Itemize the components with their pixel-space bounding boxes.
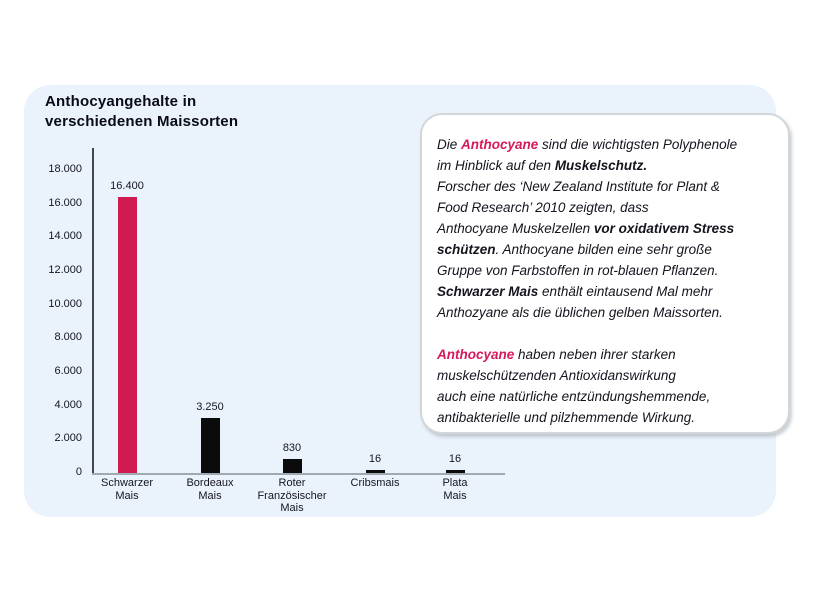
infobox-text-line: Die Anthocyane sind die wichtigsten Poly… [437, 134, 774, 155]
infobox-paragraph: Anthocyane haben neben ihrer starken musk… [437, 344, 774, 428]
y-tick-label: 18.000 [48, 163, 82, 175]
infobox-text-line: muskelschützenden Antioxidanswirkung [437, 365, 774, 386]
text-segment: Anthozyane als die üblichen gelben Maiss… [437, 305, 723, 320]
bar-category-label: Schwarzer Mais [101, 477, 153, 502]
text-segment: Forscher des ‘New Zealand Institute for … [437, 179, 720, 194]
bar-category-label: Bordeaux Mais [186, 477, 234, 502]
bar [282, 459, 302, 473]
infobox-text-line: Schwarzer Mais enthält eintausend Mal me… [437, 281, 774, 302]
infobox: Die Anthocyane sind die wichtigsten Poly… [420, 113, 790, 434]
infobox-text-line: Food Research’ 2010 zeigten, dass [437, 197, 774, 218]
infobox-text-line: Anthocyane Muskelzellen vor oxidativem S… [437, 218, 774, 239]
text-segment: Anthocyane Muskelzellen [437, 221, 594, 236]
y-tick-label: 0 [75, 466, 82, 478]
highlighted-term: Anthocyane [461, 137, 539, 152]
text-segment: sind die wichtigsten Polyphenole [538, 137, 738, 152]
infobox-text-line: im Hinblick auf den Muskelschutz. [437, 155, 774, 176]
text-segment: Gruppe von Farbstoffen in rot-blauen Pfl… [437, 263, 719, 278]
highlighted-term: Anthocyane [437, 347, 515, 362]
chart-title: Anthocyangehalte in verschiedenen Maisso… [45, 92, 305, 132]
infobox-text-line: Gruppe von Farbstoffen in rot-blauen Pfl… [437, 260, 774, 281]
text-segment: Food Research’ 2010 zeigten, dass [437, 200, 649, 215]
x-axis-line [92, 473, 505, 475]
text-segment: auch eine natürliche entzündungshemmende… [437, 389, 711, 404]
text-segment: schützen [437, 242, 496, 257]
text-segment: . Anthocyane bilden eine sehr große [495, 242, 712, 257]
bar-category-label: Roter Französischer Mais [257, 477, 327, 514]
infobox-text-line: Forscher des ‘New Zealand Institute for … [437, 176, 774, 197]
infobox-text-line: Anthozyane als die üblichen gelben Maiss… [437, 302, 774, 323]
bar-category-label: Plata Mais [442, 477, 468, 502]
y-tick-label: 8.000 [54, 331, 82, 344]
bar [117, 196, 137, 473]
text-segment: antibakterielle und pilzhemmende Wirkung… [437, 410, 696, 425]
infobox-text-line: schützen. Anthocyane bilden eine sehr gr… [437, 239, 774, 260]
y-tick-label: 14.000 [48, 230, 82, 243]
bar-value-label: 16 [368, 453, 382, 465]
bar-value-label: 830 [282, 442, 302, 455]
infobox-text-line: Anthocyane haben neben ihrer starken [437, 344, 774, 365]
infobox-text-line: antibakterielle und pilzhemmende Wirkung… [437, 407, 774, 428]
text-segment: haben neben ihrer starken [514, 347, 676, 362]
text-segment: muskelschützenden Antioxidanswirkung [437, 368, 676, 383]
bar [365, 470, 385, 473]
text-segment: im Hinblick auf den [437, 158, 555, 173]
infobox-text-line: auch eine natürliche entzündungshemmende… [437, 386, 774, 407]
y-tick-label: 16.000 [48, 196, 82, 209]
y-axis-line [92, 148, 94, 474]
bar [445, 470, 465, 473]
y-tick-label: 10.000 [48, 297, 82, 310]
bar-value-label: 16 [448, 453, 462, 465]
bar-value-label: 3.250 [196, 401, 224, 414]
infobox-paragraph: Die Anthocyane sind die wichtigsten Poly… [437, 134, 774, 323]
bar [200, 418, 220, 473]
chart-title-line2: verschiedenen Maissorten [45, 113, 239, 130]
y-tick-label: 4.000 [54, 398, 82, 411]
text-segment: vor oxidativem Stress [593, 221, 735, 236]
y-tick-label: 6.000 [54, 365, 82, 377]
text-segment: Schwarzer Mais [437, 284, 539, 299]
bar-value-label: 16.400 [110, 179, 144, 192]
text-segment: Die [437, 137, 462, 152]
y-tick-label: 2.000 [54, 432, 82, 445]
text-segment: Muskelschutz. [554, 158, 648, 173]
bar-category-label: Cribsmais [350, 477, 400, 489]
text-segment: enthält eintausend Mal mehr [538, 284, 713, 299]
chart-title-line1: Anthocyangehalte in [45, 93, 197, 110]
y-tick-label: 12.000 [48, 264, 82, 276]
